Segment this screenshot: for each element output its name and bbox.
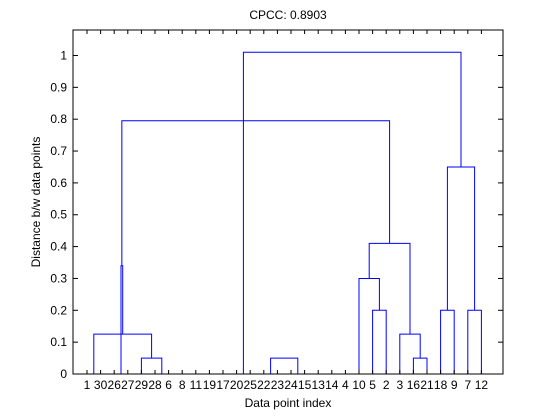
leaf-label: 9 [451,378,458,392]
leaf-label: 16 [407,378,421,392]
leaf-label: 12 [475,378,489,392]
leaf-label: 20 [230,378,244,392]
y-axis-label: Distance b/w data points [29,137,43,268]
leaf-label: 18 [434,378,448,392]
leaf-label: 11 [190,378,203,392]
y-tick-label: 0.3 [50,271,67,285]
y-tick-label: 0.8 [50,112,67,126]
leaf-label: 30 [94,378,108,392]
leaf-label: 7 [464,378,471,392]
leaf-label: 2 [383,378,390,392]
leaf-label: 1 [84,378,91,392]
y-tick-label: 0.7 [50,144,67,158]
leaf-label: 23 [271,378,285,392]
leaf-label: 4 [342,378,349,392]
leaf-label: 6 [165,378,172,392]
y-tick-label: 0 [60,367,67,381]
y-tick-label: 0.6 [50,176,67,190]
leaf-label: 27 [121,378,135,392]
y-tick-label: 1 [60,48,67,62]
leaf-label: 17 [216,378,230,392]
leaf-label: 28 [148,378,162,392]
chart-title: CPCC: 0.8903 [249,8,327,22]
leaf-label: 26 [108,378,122,392]
leaf-label: 8 [179,378,186,392]
y-tick-label: 0.4 [50,240,67,254]
leaf-label: 14 [325,378,339,392]
leaf-label: 29 [135,378,149,392]
x-axis-label: Data point index [245,396,332,410]
leaf-label: 19 [203,378,217,392]
leaf-label: 5 [369,378,376,392]
leaf-label: 3 [396,378,403,392]
y-tick-label: 0.9 [50,80,67,94]
leaf-label: 15 [298,378,312,392]
leaf-label: 24 [284,378,298,392]
y-tick-label: 0.5 [50,208,67,222]
y-tick-label: 0.2 [50,303,67,317]
leaf-label: 21 [420,378,434,392]
y-tick-label: 0.1 [50,335,67,349]
leaf-label: 22 [257,378,271,392]
plot-area [73,30,503,374]
leaf-label: 10 [352,378,366,392]
leaf-label: 13 [312,378,326,392]
leaf-label: 25 [244,378,258,392]
